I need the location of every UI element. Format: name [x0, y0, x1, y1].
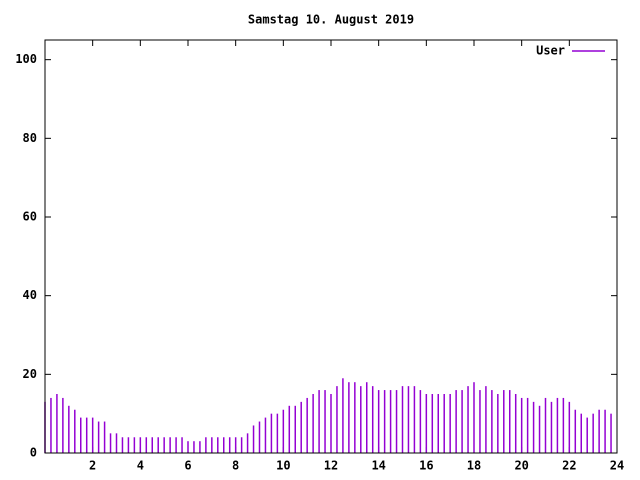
- x-tick-label: 8: [232, 459, 239, 473]
- x-tick-label: 24: [610, 459, 624, 473]
- x-tick-label: 10: [276, 459, 290, 473]
- x-tick-label: 12: [324, 459, 338, 473]
- x-tick-label: 2: [89, 459, 96, 473]
- y-tick-label: 20: [23, 367, 37, 381]
- x-tick-label: 4: [137, 459, 144, 473]
- y-tick-label: 100: [15, 52, 37, 66]
- chart-title: Samstag 10. August 2019: [248, 13, 414, 27]
- x-tick-label: 16: [419, 459, 433, 473]
- y-tick-label: 80: [23, 131, 37, 145]
- x-tick-label: 18: [467, 459, 481, 473]
- y-tick-label: 40: [23, 288, 37, 302]
- y-tick-label: 60: [23, 210, 37, 224]
- legend-label: User: [536, 44, 565, 58]
- x-tick-label: 22: [562, 459, 576, 473]
- x-tick-label: 14: [371, 459, 385, 473]
- x-tick-label: 20: [514, 459, 528, 473]
- x-tick-label: 6: [184, 459, 191, 473]
- y-tick-label: 0: [30, 446, 37, 460]
- plot-border: [44, 39, 618, 454]
